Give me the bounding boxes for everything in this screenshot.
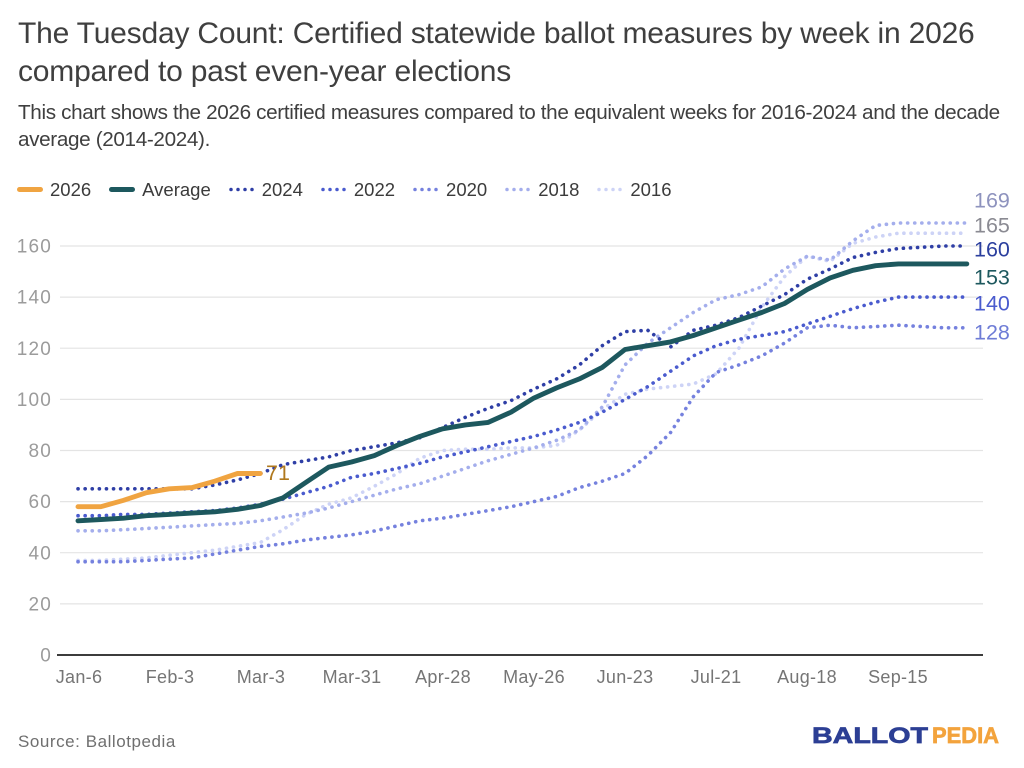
svg-text:20: 20 xyxy=(28,595,52,616)
svg-text:71: 71 xyxy=(266,461,290,485)
svg-text:Aug-18: Aug-18 xyxy=(777,667,837,687)
svg-text:BALLOT: BALLOT xyxy=(812,723,928,748)
svg-text:128: 128 xyxy=(974,321,1010,345)
svg-text:140: 140 xyxy=(974,292,1010,316)
svg-text:Feb-3: Feb-3 xyxy=(146,667,195,687)
svg-text:160: 160 xyxy=(17,237,52,258)
svg-text:Jul-21: Jul-21 xyxy=(691,667,742,687)
svg-text:PEDIA: PEDIA xyxy=(932,723,999,748)
svg-text:160: 160 xyxy=(974,238,1010,262)
svg-text:60: 60 xyxy=(28,492,52,513)
svg-text:Apr-28: Apr-28 xyxy=(415,667,471,687)
svg-text:0: 0 xyxy=(40,646,52,667)
svg-text:153: 153 xyxy=(974,266,1010,290)
svg-text:169: 169 xyxy=(974,189,1010,213)
svg-text:40: 40 xyxy=(28,543,52,564)
svg-text:May-26: May-26 xyxy=(503,667,565,687)
svg-text:140: 140 xyxy=(17,288,52,309)
svg-text:80: 80 xyxy=(28,441,52,462)
svg-text:Sep-15: Sep-15 xyxy=(868,667,928,687)
svg-text:Jun-23: Jun-23 xyxy=(597,667,654,687)
svg-text:Mar-31: Mar-31 xyxy=(323,667,382,687)
svg-text:120: 120 xyxy=(17,339,52,360)
svg-text:165: 165 xyxy=(974,214,1010,238)
svg-text:Jan-6: Jan-6 xyxy=(56,667,103,687)
svg-text:Mar-3: Mar-3 xyxy=(237,667,286,687)
svg-text:100: 100 xyxy=(17,390,52,411)
